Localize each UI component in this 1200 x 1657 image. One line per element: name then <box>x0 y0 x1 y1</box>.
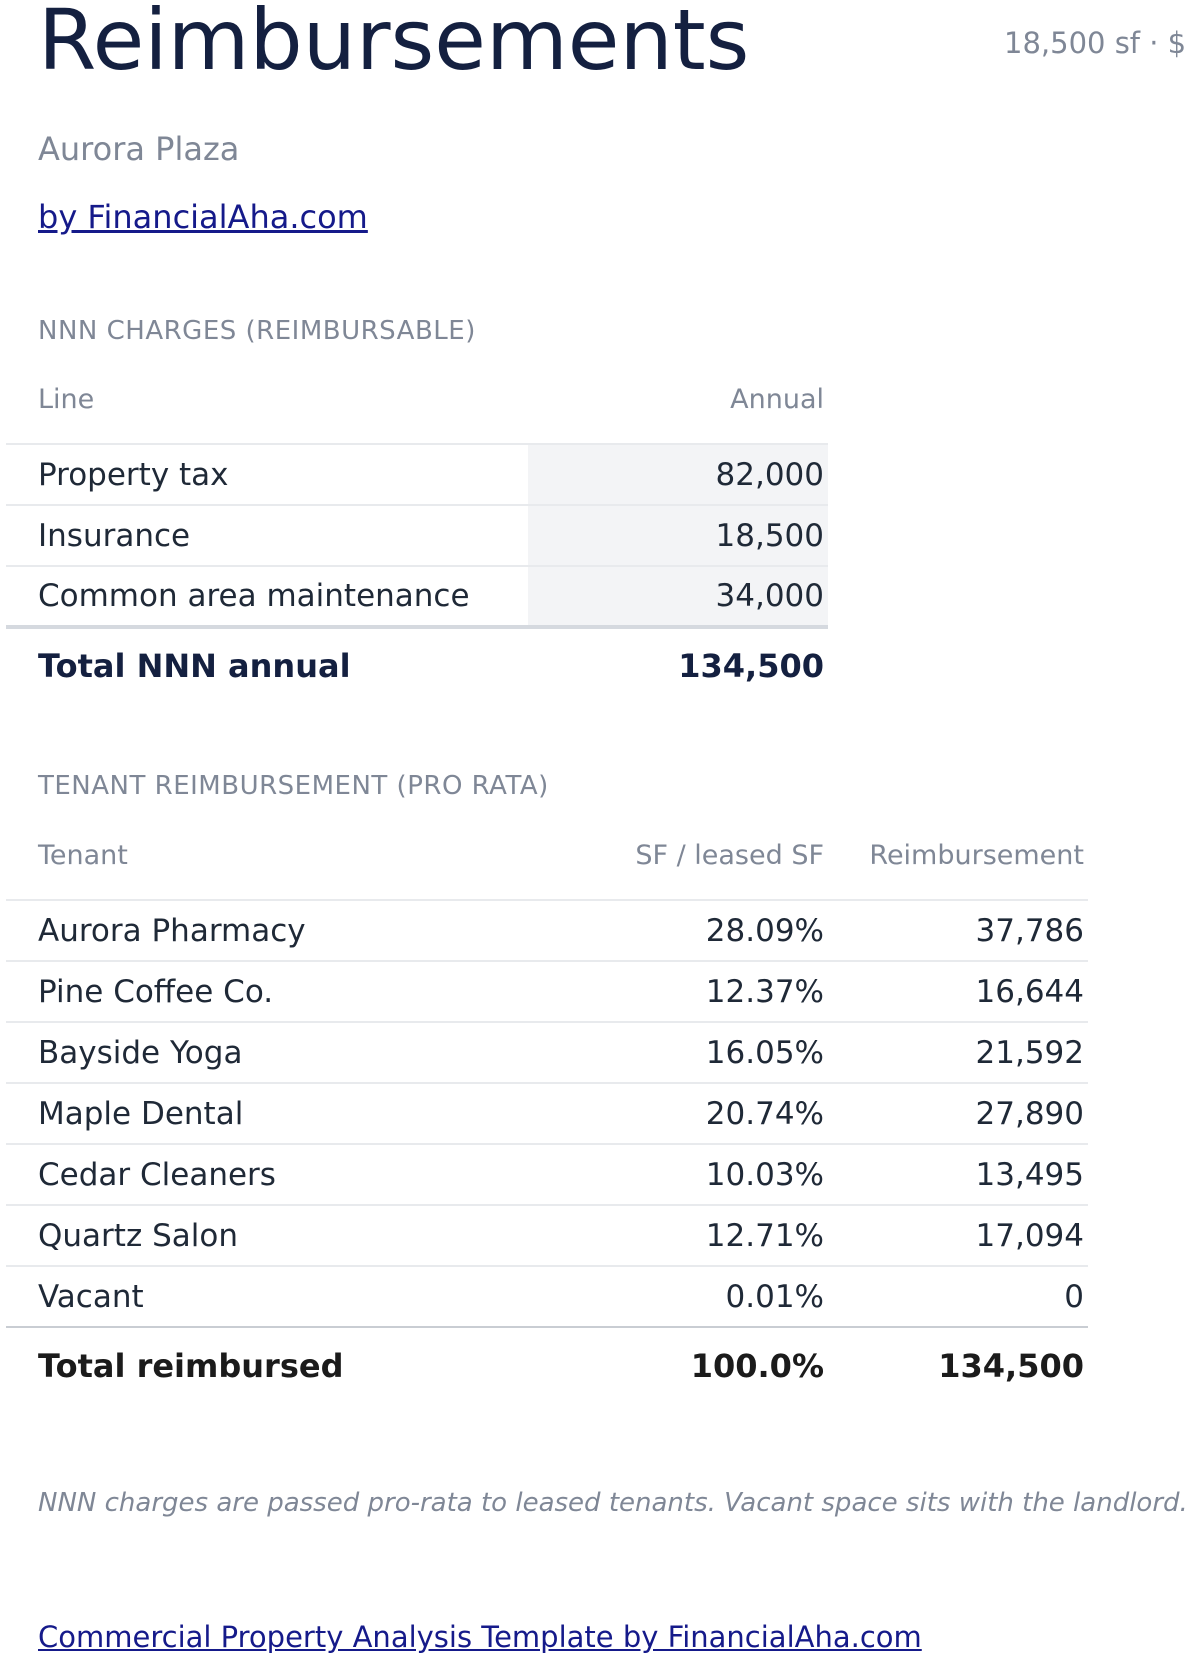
col-header-line: Line <box>38 384 95 415</box>
tenant-name: Maple Dental <box>6 1082 528 1144</box>
tenant-share: 28.09% <box>528 899 828 961</box>
tenant-reimbursement: 0 <box>828 1265 1088 1327</box>
nnn-total-value: 134,500 <box>528 625 828 703</box>
table-row: Cedar Cleaners 10.03% 13,495 <box>6 1143 1088 1205</box>
nnn-charges-table: Line Annual Property tax 82,000 Insuranc… <box>6 372 828 703</box>
table-row: Pine Coffee Co. 12.37% 16,644 <box>6 960 1088 1022</box>
property-name: Aurora Plaza <box>38 130 240 168</box>
property-meta: 18,500 sf · $ <box>1004 26 1187 60</box>
tenant-total-reimbursement: 134,500 <box>828 1326 1088 1403</box>
tenant-reimbursement: 17,094 <box>828 1204 1088 1266</box>
page-title: Reimbursements <box>38 0 750 89</box>
nnn-line-label: Insurance <box>6 504 528 566</box>
nnn-total-label: Total NNN annual <box>6 625 528 703</box>
tenant-total-label: Total reimbursed <box>6 1326 528 1403</box>
tenant-reimbursement-table: Tenant SF / leased SF Reimbursement Auro… <box>6 828 1088 1403</box>
table-row: Bayside Yoga 16.05% 21,592 <box>6 1021 1088 1083</box>
table-row: Quartz Salon 12.71% 17,094 <box>6 1204 1088 1266</box>
tenant-name: Quartz Salon <box>6 1204 528 1266</box>
tenant-reimbursement: 13,495 <box>828 1143 1088 1205</box>
nnn-line-value: 34,000 <box>528 565 828 627</box>
tenant-share: 0.01% <box>528 1265 828 1327</box>
table-row: Insurance 18,500 <box>6 504 828 566</box>
tenant-name: Vacant <box>6 1265 528 1327</box>
nnn-line-label: Property tax <box>6 443 528 505</box>
nnn-line-label: Common area maintenance <box>6 565 528 627</box>
tenant-total-share: 100.0% <box>528 1326 828 1403</box>
table-row: Common area maintenance 34,000 <box>6 565 828 627</box>
nnn-line-value: 82,000 <box>528 443 828 505</box>
tenant-share: 16.05% <box>528 1021 828 1083</box>
tenant-share: 12.71% <box>528 1204 828 1266</box>
tenant-share: 12.37% <box>528 960 828 1022</box>
tenant-section-title: TENANT REIMBURSEMENT (PRO RATA) <box>38 771 549 801</box>
col-header-reimbursement: Reimbursement <box>869 840 1084 871</box>
tenant-reimbursement: 37,786 <box>828 899 1088 961</box>
tenant-reimbursement: 16,644 <box>828 960 1088 1022</box>
table-row: Maple Dental 20.74% 27,890 <box>6 1082 1088 1144</box>
tenant-name: Bayside Yoga <box>6 1021 528 1083</box>
nnn-section-title: NNN CHARGES (REIMBURSABLE) <box>38 316 476 346</box>
table-row: Vacant 0.01% 0 <box>6 1265 1088 1327</box>
tenant-share: 20.74% <box>528 1082 828 1144</box>
footer-link[interactable]: Commercial Property Analysis Template by… <box>38 1620 922 1654</box>
tenant-reimbursement: 21,592 <box>828 1021 1088 1083</box>
tenant-total-row: Total reimbursed 100.0% 134,500 <box>6 1326 1088 1403</box>
tenant-reimbursement: 27,890 <box>828 1082 1088 1144</box>
tenant-name: Pine Coffee Co. <box>6 960 528 1022</box>
col-header-annual: Annual <box>730 384 824 415</box>
byline-link[interactable]: by FinancialAha.com <box>38 198 368 236</box>
tenant-share: 10.03% <box>528 1143 828 1205</box>
nnn-line-value: 18,500 <box>528 504 828 566</box>
col-header-tenant: Tenant <box>38 840 128 871</box>
footnote: NNN charges are passed pro-rata to lease… <box>38 1488 1188 1518</box>
tenant-name: Aurora Pharmacy <box>6 899 528 961</box>
tenant-name: Cedar Cleaners <box>6 1143 528 1205</box>
col-header-share: SF / leased SF <box>635 840 824 871</box>
table-row: Aurora Pharmacy 28.09% 37,786 <box>6 899 1088 961</box>
table-row: Property tax 82,000 <box>6 443 828 505</box>
nnn-total-row: Total NNN annual 134,500 <box>6 625 828 703</box>
